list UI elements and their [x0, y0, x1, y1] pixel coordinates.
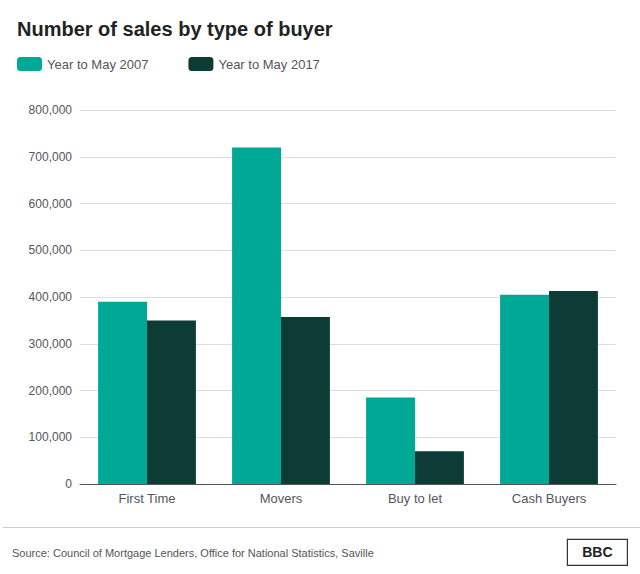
svg-text:Year to May 2007: Year to May 2007: [47, 57, 148, 72]
svg-text:BBC: BBC: [582, 544, 612, 560]
svg-text:500,000: 500,000: [29, 243, 73, 257]
svg-text:200,000: 200,000: [29, 384, 73, 398]
svg-text:Cash Buyers: Cash Buyers: [512, 491, 587, 506]
svg-text:0: 0: [65, 477, 72, 491]
svg-text:700,000: 700,000: [29, 150, 73, 164]
svg-text:800,000: 800,000: [29, 103, 73, 117]
svg-text:Buy to let: Buy to let: [388, 491, 443, 506]
svg-text:Year to May 2017: Year to May 2017: [218, 57, 319, 72]
svg-text:400,000: 400,000: [29, 290, 73, 304]
svg-text:Source: Council of Mortgage Le: Source: Council of Mortgage Lenders, Off…: [12, 547, 374, 559]
svg-text:300,000: 300,000: [29, 337, 73, 351]
svg-text:Movers: Movers: [260, 491, 303, 506]
svg-text:600,000: 600,000: [29, 197, 73, 211]
svg-text:100,000: 100,000: [29, 430, 73, 444]
svg-text:Number of sales by type of buy: Number of sales by type of buyer: [17, 18, 333, 40]
svg-text:First Time: First Time: [118, 491, 175, 506]
